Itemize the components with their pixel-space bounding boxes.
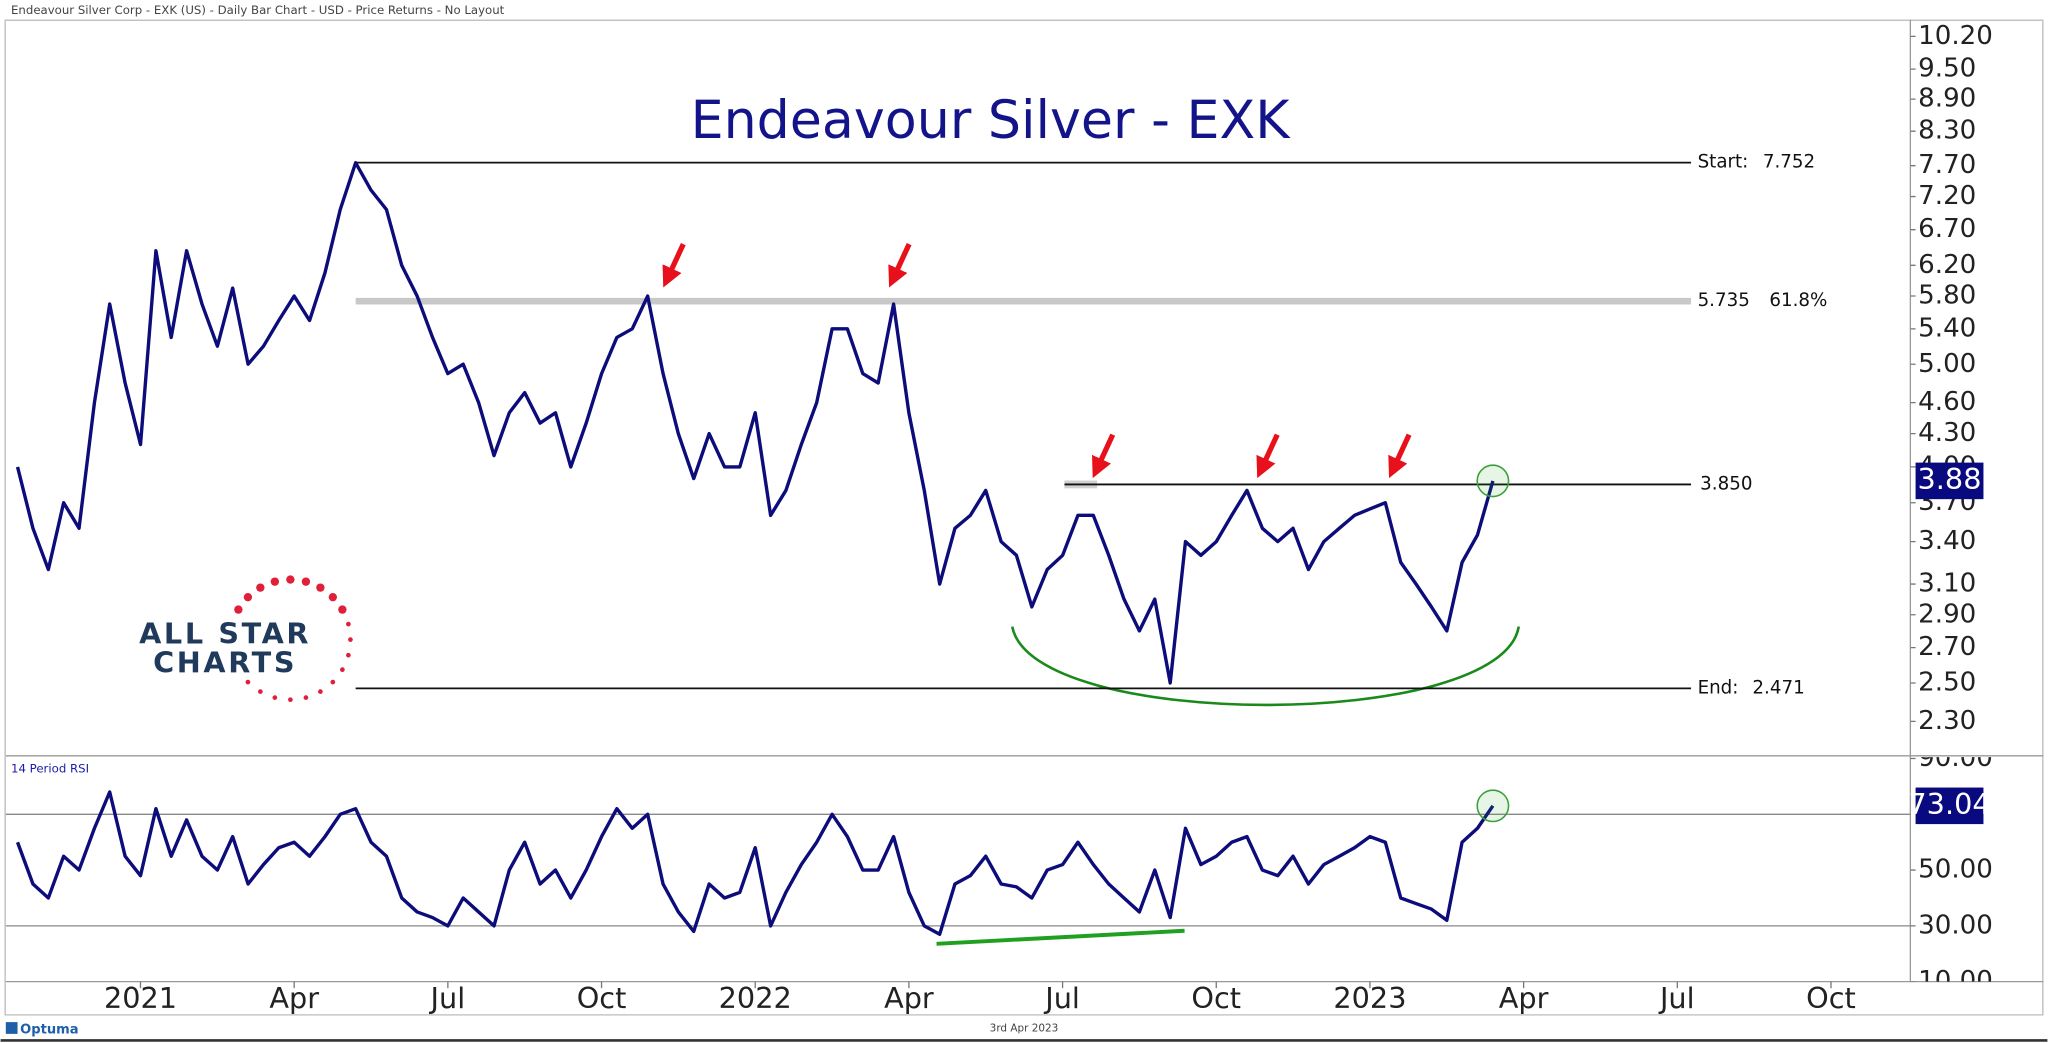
y-tick-label: 8.90 <box>1918 84 1976 114</box>
logo-star <box>256 583 265 592</box>
level-value: 2.471 <box>1752 677 1804 698</box>
logo-star <box>286 575 295 584</box>
y-tick-label: 4.30 <box>1918 418 1976 448</box>
x-tick-label: Oct <box>577 981 627 1015</box>
last-value-box <box>1915 462 1984 500</box>
y-tick-label: 2.50 <box>1918 668 1976 698</box>
logo-star <box>258 689 263 694</box>
y-tick-label: 6.70 <box>1918 214 1976 244</box>
highlight-circle <box>1476 464 1510 498</box>
logo-star <box>234 605 243 614</box>
y-tick-label: 2.90 <box>1918 599 1976 629</box>
x-tick-label: Jul <box>1658 981 1695 1015</box>
x-tick-label: 2022 <box>719 981 792 1015</box>
logo-star <box>340 667 345 673</box>
level-value: 3.850 <box>1700 473 1752 494</box>
logo-star <box>346 652 351 658</box>
logo-star <box>245 679 251 685</box>
level-value: 7.752 <box>1763 152 1815 173</box>
logo-star <box>243 592 253 602</box>
series-line <box>15 790 1495 936</box>
frame <box>4 19 2044 1016</box>
y-tick-label: 7.70 <box>1918 150 1976 180</box>
brand-icon <box>5 1022 18 1034</box>
y-tick-label: 9.50 <box>1918 54 1976 84</box>
series-line <box>15 161 1495 685</box>
last-value-box <box>1915 787 1984 825</box>
y-tick-label: 6.20 <box>1918 250 1976 280</box>
y-tick-label: 50.00 <box>1918 855 1993 885</box>
x-tick-label: Apr <box>269 981 319 1015</box>
last-value-label: 73.04 <box>1908 787 1990 821</box>
header: Endeavour Silver Corp - EXK (US) - Daily… <box>11 3 505 17</box>
y-tick-label: 5.40 <box>1918 313 1976 343</box>
logo-star <box>346 621 351 627</box>
y-tick-label: 4.60 <box>1918 387 1976 417</box>
logo-star <box>338 605 347 614</box>
x-tick-label: Jul <box>1043 981 1080 1015</box>
arrow <box>662 243 686 288</box>
logo-star <box>272 695 278 700</box>
y-tick-label: 5.00 <box>1918 349 1976 379</box>
footer-date: 3rd Apr 2023 <box>990 1023 1059 1035</box>
level-label: End: <box>1698 677 1739 698</box>
y-tick-label: 2.70 <box>1918 632 1976 662</box>
last-value-label: 3.88 <box>1918 462 1982 496</box>
x-tick-label: Oct <box>1191 981 1241 1015</box>
logo-star <box>348 637 353 642</box>
logo-star <box>330 679 336 685</box>
arrow <box>1091 433 1116 479</box>
logo-star <box>318 689 323 694</box>
logo-star <box>270 577 280 586</box>
y-tick-label: 10.20 <box>1918 21 1993 51</box>
x-tick-label: Apr <box>1499 981 1549 1015</box>
y-tick-label: 5.80 <box>1918 281 1976 311</box>
rsi-title: 14 Period RSI <box>11 761 89 775</box>
y-tick-label: 7.20 <box>1918 181 1976 211</box>
arrow <box>888 243 912 288</box>
arrow <box>1256 433 1280 479</box>
logo-star <box>303 695 309 700</box>
level-value: 5.735 <box>1698 290 1750 311</box>
level-ratio: 61.8% <box>1769 290 1827 311</box>
x-tick-label: 2021 <box>104 981 177 1015</box>
arrows <box>662 243 1412 479</box>
logo-line: CHARTS <box>153 645 297 679</box>
y-tick-label: 3.10 <box>1918 569 1976 599</box>
x-tick-label: Apr <box>884 981 934 1015</box>
brand: Optuma <box>20 1022 78 1037</box>
highlight-circle <box>1476 789 1510 823</box>
chart-title: Endeavour Silver - EXK <box>691 91 1292 151</box>
base-arc <box>1010 626 1521 707</box>
logo-star <box>328 592 338 602</box>
y-tick-label: 3.40 <box>1918 526 1976 556</box>
x-tick-label: Oct <box>1806 981 1856 1015</box>
y-tick-label: 30.00 <box>1918 910 1993 940</box>
logo-star <box>301 577 311 586</box>
y-tick-label: 8.30 <box>1918 116 1976 146</box>
logo-stars <box>234 575 353 703</box>
y-tick-label: 2.30 <box>1918 706 1976 736</box>
x-tick-label: 2023 <box>1333 981 1406 1015</box>
logo-line: ALL STAR <box>139 617 311 651</box>
rsi-trendline <box>936 928 1185 946</box>
logo-star <box>316 583 325 592</box>
arrow <box>1388 433 1412 479</box>
y-tick-label: 10.00 <box>1918 966 1993 996</box>
y-tick-label: 90.00 <box>1918 743 1993 773</box>
footer-bar <box>0 1015 2048 1043</box>
level-label: Start: <box>1698 152 1749 173</box>
logo-star <box>288 697 293 703</box>
x-tick-label: Jul <box>429 981 466 1015</box>
